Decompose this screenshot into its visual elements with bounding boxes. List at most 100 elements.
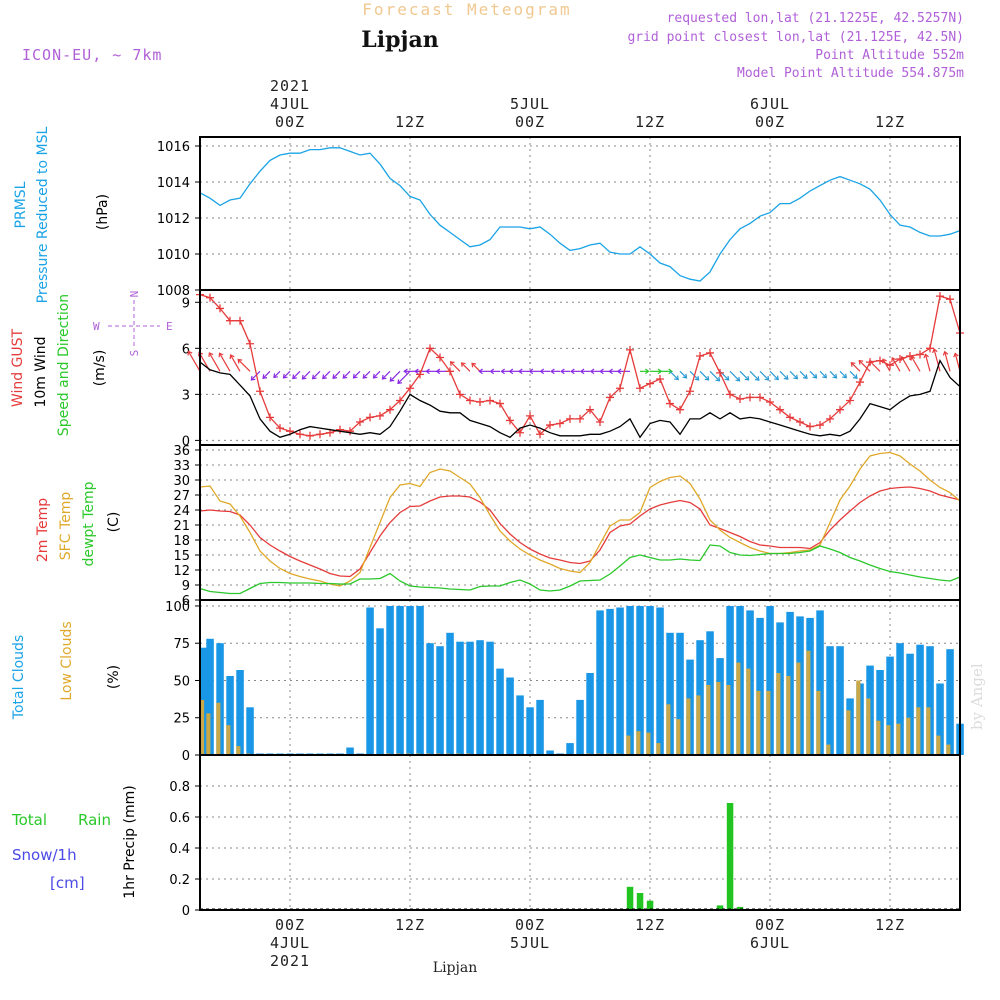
wind-ytick-label: 0 — [182, 434, 190, 449]
wind-gust-marker — [246, 339, 254, 348]
forecast-title: Forecast Meteogram — [362, 0, 571, 19]
temp-2m-label: 2m Temp — [35, 498, 51, 562]
wind-arrow — [250, 370, 261, 381]
low-cloud-bar — [826, 744, 831, 755]
wind-gust-marker — [226, 316, 234, 325]
wind-arrow — [312, 370, 321, 380]
wind-arrow-head — [802, 374, 808, 379]
wind-arrow-head — [783, 375, 789, 380]
wind-arrow-head — [694, 375, 700, 381]
requested-coords: requested lon,lat (21.1225E, 42.5257N) — [667, 11, 964, 26]
low-cloud-bar — [676, 719, 681, 755]
temp-unit: (C) — [106, 512, 122, 533]
top-time-label: 12Z — [875, 113, 905, 131]
total-cloud-bar — [916, 644, 924, 755]
pressure-ytick-label: 1016 — [157, 140, 190, 155]
rain-bar — [726, 803, 734, 910]
low-cloud-bar — [746, 668, 751, 755]
precip-cm-label: [cm] — [50, 874, 85, 892]
wind-gust-marker — [946, 295, 954, 304]
wind-gust-marker — [276, 424, 284, 433]
wind-arrow-head — [397, 379, 403, 385]
wind-arrow-head — [218, 352, 224, 358]
wind-arrow-head — [735, 376, 741, 382]
wind-arrow-head — [508, 368, 514, 375]
total-cloud-bar — [386, 606, 394, 755]
total-cloud-bar — [526, 707, 534, 755]
wind-arrow-head — [528, 368, 534, 375]
wind-arrow-head — [852, 374, 858, 379]
bottom-time-label: 00Z — [275, 916, 305, 934]
grid-point-coords: grid point closest lon,lat (21.125E, 42.… — [627, 30, 964, 45]
wind-10m-label: 10m Wind — [33, 336, 49, 407]
wind-arrow-head — [812, 373, 818, 379]
wind-arrow — [679, 370, 687, 379]
wind-arrow-head — [744, 375, 750, 381]
wind-gust-marker — [706, 348, 714, 357]
total-cloud-bar — [236, 670, 244, 755]
wind-arrow — [799, 370, 808, 379]
wind-gust-marker — [696, 351, 704, 360]
total-cloud-bar — [416, 606, 424, 755]
bottom-time-label: 5JUL — [510, 934, 550, 952]
wind-arrow-head — [645, 368, 650, 375]
wind-arrow-head — [608, 368, 613, 375]
total-cloud-bar — [516, 695, 524, 755]
bottom-time-label: 12Z — [395, 916, 425, 934]
temp-dewpt-label: dewpt Temp — [81, 481, 97, 566]
wind-gust-marker — [606, 393, 614, 402]
wind-gust-marker — [766, 398, 774, 407]
low-cloud-bar — [756, 690, 761, 755]
low-cloud-bar — [666, 704, 671, 755]
wind-arrow-head — [435, 368, 441, 375]
clouds-ytick-label: 100 — [165, 600, 190, 615]
precip-snow-label: Snow/1h — [12, 846, 77, 864]
pressure-ytick-label: 1010 — [157, 248, 190, 263]
total-cloud-bar — [606, 608, 614, 755]
low-cloud-bar — [656, 743, 661, 755]
wind-gust-marker — [476, 398, 484, 407]
wind-arrow-head — [674, 375, 679, 381]
wind-arrow-head — [764, 375, 770, 381]
wind-gust-marker — [816, 421, 824, 430]
wind-gust-marker — [566, 414, 574, 423]
total-cloud-bar — [876, 670, 884, 755]
wind-gust-marker — [546, 421, 554, 430]
precip-rain-label: Rain — [78, 811, 111, 829]
wind-arrow-head — [362, 374, 368, 379]
low-cloud-bar — [936, 735, 941, 755]
low-cloud-bar — [200, 699, 205, 755]
wind-arrow — [230, 354, 241, 372]
total-cloud-bar — [456, 641, 464, 755]
wind-arrow-head — [332, 374, 338, 379]
wind-gust-marker — [796, 417, 804, 426]
wind-arrow — [450, 361, 461, 372]
wind-gust-marker — [266, 413, 274, 422]
wind-arrow — [779, 370, 789, 380]
wind-arrow-head — [589, 368, 595, 375]
rain-bar — [736, 906, 744, 910]
wind-arrow — [461, 362, 471, 372]
total-cloud-bar — [726, 606, 734, 755]
bottom-time-label: 6JUL — [750, 934, 790, 952]
wind-arrow — [389, 370, 401, 382]
wind-gust-marker — [416, 370, 424, 379]
wind-gust-marker — [206, 293, 214, 302]
total-cloud-bar — [546, 750, 554, 755]
wind-gust-marker — [296, 430, 304, 439]
low-cloud-bar — [236, 746, 241, 755]
wind-gust-marker — [236, 316, 244, 325]
wind-arrow — [397, 370, 411, 384]
wind-gust-marker — [856, 378, 864, 387]
pressure-line — [199, 147, 961, 282]
cloud-panel-labels: Total Clouds Low Clouds (%) — [11, 621, 122, 720]
wind-arrow-head — [560, 368, 565, 375]
wind-arrow-head — [389, 376, 395, 382]
wind-arrow — [709, 370, 720, 382]
temperature-ytick-label: 33 — [173, 459, 190, 474]
wind-arrow — [292, 370, 301, 379]
low-cloud-bar — [766, 690, 771, 755]
wind-arrow — [849, 370, 858, 379]
total-cloud-bar — [216, 643, 224, 755]
